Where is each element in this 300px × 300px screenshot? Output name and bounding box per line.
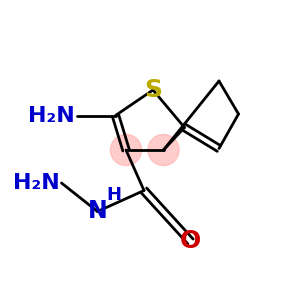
- Text: S: S: [144, 78, 162, 102]
- Text: O: O: [180, 230, 201, 254]
- Text: N: N: [88, 200, 107, 224]
- Text: H: H: [106, 186, 122, 204]
- Text: H₂N: H₂N: [13, 173, 60, 193]
- Text: H₂N: H₂N: [28, 106, 75, 125]
- Circle shape: [110, 134, 142, 166]
- Circle shape: [148, 134, 179, 166]
